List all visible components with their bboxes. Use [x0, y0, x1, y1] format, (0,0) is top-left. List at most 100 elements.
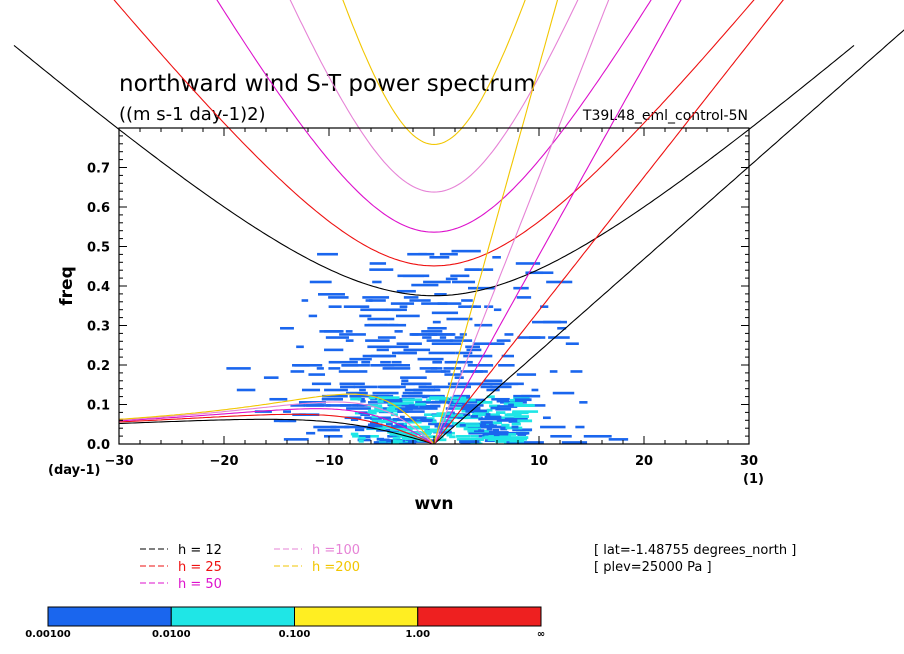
- power-cell: [436, 412, 453, 416]
- power-cell: [391, 360, 402, 364]
- power-cell: [516, 373, 537, 376]
- power-cell: [508, 403, 514, 407]
- power-cell: [455, 401, 480, 404]
- power-cell: [529, 336, 546, 339]
- y-tick-label: 0.0: [87, 438, 110, 453]
- power-cell: [469, 305, 481, 308]
- power-cell: [290, 404, 306, 407]
- kelvin-curve: [433, 0, 610, 444]
- power-cell: [376, 348, 389, 352]
- power-cell: [450, 399, 468, 403]
- power-cell: [360, 413, 370, 416]
- legend-label: h = 25: [178, 560, 222, 575]
- power-cell: [372, 280, 382, 284]
- x-tick-label: 10: [530, 454, 548, 469]
- power-cell: [357, 438, 371, 442]
- power-cell: [501, 423, 510, 427]
- power-cell: [445, 407, 455, 410]
- power-cell: [431, 342, 462, 346]
- x-axis: −30 −20 −10 0 10 20 30: [105, 128, 758, 469]
- power-heatmap: [226, 249, 629, 444]
- power-cell: [471, 438, 484, 442]
- power-cell: [404, 428, 413, 432]
- power-cell: [345, 330, 353, 333]
- power-cell: [449, 435, 456, 439]
- power-cell: [343, 305, 370, 308]
- power-cell: [359, 435, 371, 438]
- power-cell: [517, 404, 535, 407]
- power-cell: [440, 370, 451, 373]
- power-cell: [486, 388, 500, 392]
- power-cell: [528, 271, 554, 275]
- power-cell: [459, 440, 480, 444]
- power-cell: [452, 394, 471, 398]
- power-cell: [481, 436, 498, 440]
- power-cell: [485, 413, 491, 416]
- power-cell: [400, 425, 421, 429]
- run-label: T39L48_eml_control-5N: [582, 108, 748, 124]
- rossby-curve: [118, 393, 435, 444]
- power-cell: [399, 404, 427, 407]
- kelvin-curve: [433, 0, 784, 444]
- power-cell: [393, 397, 407, 401]
- power-cell: [579, 401, 588, 404]
- power-cell: [338, 370, 368, 373]
- power-cell: [389, 323, 399, 327]
- power-cell: [398, 407, 410, 410]
- power-cell: [501, 354, 515, 358]
- power-cell: [409, 299, 431, 302]
- power-cell: [498, 364, 515, 367]
- gravity-curve: [13, 44, 855, 297]
- power-cell: [444, 373, 461, 376]
- power-cell: [513, 415, 529, 418]
- power-cell: [489, 382, 509, 386]
- power-cell: [308, 373, 326, 376]
- power-cell: [508, 420, 520, 423]
- power-cell: [499, 382, 524, 386]
- power-cell: [396, 342, 422, 346]
- power-cell: [401, 437, 422, 440]
- power-cell: [418, 385, 440, 389]
- power-cell: [517, 419, 533, 423]
- power-cell: [340, 404, 358, 407]
- colorbar-label: 0.0100: [152, 629, 191, 640]
- power-cell: [226, 367, 251, 370]
- power-cell: [521, 394, 541, 398]
- power-cell: [445, 277, 458, 281]
- colorbar-swatch: [47, 606, 172, 627]
- power-cell: [508, 436, 529, 439]
- power-cell: [449, 396, 467, 400]
- power-cell: [427, 326, 447, 330]
- power-cell: [510, 403, 522, 407]
- power-cell: [395, 314, 420, 318]
- power-cell: [430, 367, 438, 370]
- power-cell: [450, 274, 470, 278]
- gravity-curve: [216, 0, 652, 233]
- kelvin-curve: [433, 29, 904, 444]
- y-axis: 0.0 0.1 0.2 0.3 0.4 0.5 0.6 0.7: [87, 135, 749, 453]
- power-cell: [367, 409, 391, 413]
- power-cell: [391, 425, 407, 428]
- power-cell: [435, 438, 447, 442]
- power-cell: [328, 360, 358, 364]
- power-cell: [484, 305, 494, 308]
- power-cell: [518, 441, 544, 444]
- power-cell: [495, 407, 512, 411]
- power-cell: [341, 364, 359, 367]
- power-cell: [298, 401, 322, 404]
- power-cell: [466, 348, 482, 352]
- power-cell: [386, 407, 395, 411]
- power-cell: [326, 394, 335, 398]
- power-cell: [512, 428, 533, 432]
- power-cell: [508, 433, 517, 436]
- power-cell: [370, 364, 395, 367]
- y-tick-label: 0.1: [87, 399, 110, 414]
- power-cell: [478, 417, 502, 421]
- power-cell: [350, 432, 359, 436]
- power-cell: [487, 431, 509, 434]
- power-cell: [429, 396, 444, 400]
- power-cell: [494, 425, 508, 429]
- gravity-curve: [113, 0, 755, 267]
- power-cell: [465, 424, 480, 427]
- power-cell: [434, 385, 452, 389]
